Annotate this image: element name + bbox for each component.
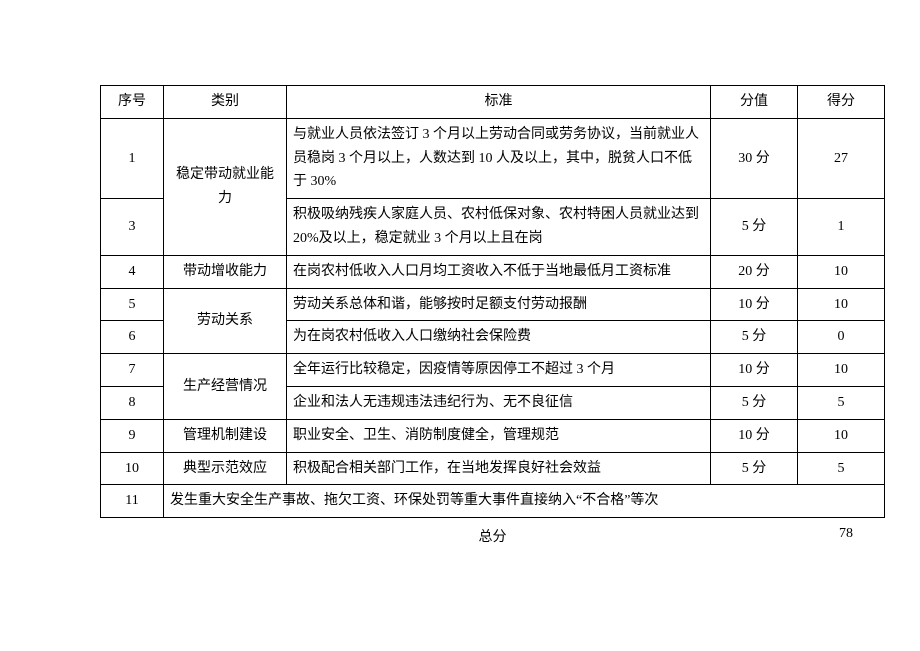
cell-std: 积极配合相关部门工作，在当地发挥良好社会效益	[287, 452, 711, 485]
cell-score: 5	[798, 452, 885, 485]
cell-val: 10 分	[711, 288, 798, 321]
header-std: 标准	[287, 86, 711, 119]
header-score: 得分	[798, 86, 885, 119]
cell-val: 30 分	[711, 118, 798, 198]
cell-std: 与就业人员依法签订 3 个月以上劳动合同或劳务协议，当前就业人员稳岗 3 个月以…	[287, 118, 711, 198]
cell-num: 6	[101, 321, 164, 354]
table-row: 7 生产经营情况 全年运行比较稳定，因疫情等原因停工不超过 3 个月 10 分 …	[101, 354, 885, 387]
cell-val: 5 分	[711, 386, 798, 419]
cell-val: 20 分	[711, 255, 798, 288]
cell-num: 3	[101, 199, 164, 256]
cell-cat: 典型示范效应	[164, 452, 287, 485]
cell-val: 5 分	[711, 199, 798, 256]
header-num: 序号	[101, 86, 164, 119]
cell-num: 4	[101, 255, 164, 288]
cell-score: 0	[798, 321, 885, 354]
cell-num: 1	[101, 118, 164, 198]
cell-score: 5	[798, 386, 885, 419]
cell-val: 5 分	[711, 321, 798, 354]
cell-score: 10	[798, 419, 885, 452]
table-row: 4 带动增收能力 在岗农村低收入人口月均工资收入不低于当地最低月工资标准 20 …	[101, 255, 885, 288]
table-row: 1 稳定带动就业能力 与就业人员依法签订 3 个月以上劳动合同或劳务协议，当前就…	[101, 118, 885, 198]
cell-score: 10	[798, 288, 885, 321]
footer: 总分 78	[100, 526, 885, 546]
cell-std: 全年运行比较稳定，因疫情等原因停工不超过 3 个月	[287, 354, 711, 387]
cell-cat: 稳定带动就业能力	[164, 118, 287, 255]
table-row: 10 典型示范效应 积极配合相关部门工作，在当地发挥良好社会效益 5 分 5	[101, 452, 885, 485]
cell-score: 1	[798, 199, 885, 256]
cell-cat: 生产经营情况	[164, 354, 287, 420]
cell-num: 5	[101, 288, 164, 321]
cell-std: 在岗农村低收入人口月均工资收入不低于当地最低月工资标准	[287, 255, 711, 288]
cell-std: 为在岗农村低收入人口缴纳社会保险费	[287, 321, 711, 354]
table-row: 5 劳动关系 劳动关系总体和谐，能够按时足额支付劳动报酬 10 分 10	[101, 288, 885, 321]
cell-num: 7	[101, 354, 164, 387]
cell-score: 10	[798, 255, 885, 288]
cell-num: 9	[101, 419, 164, 452]
cell-num: 10	[101, 452, 164, 485]
document-page: 序号 类别 标准 分值 得分 1 稳定带动就业能力 与就业人员依法签订 3 个月…	[0, 0, 920, 651]
table-header-row: 序号 类别 标准 分值 得分	[101, 86, 885, 119]
cell-score: 27	[798, 118, 885, 198]
table-row: 11 发生重大安全生产事故、拖欠工资、环保处罚等重大事件直接纳入“不合格”等次	[101, 485, 885, 518]
cell-std-full: 发生重大安全生产事故、拖欠工资、环保处罚等重大事件直接纳入“不合格”等次	[164, 485, 885, 518]
cell-std: 劳动关系总体和谐，能够按时足额支付劳动报酬	[287, 288, 711, 321]
cell-val: 5 分	[711, 452, 798, 485]
scoring-table: 序号 类别 标准 分值 得分 1 稳定带动就业能力 与就业人员依法签订 3 个月…	[100, 85, 885, 518]
cell-cat: 劳动关系	[164, 288, 287, 354]
cell-val: 10 分	[711, 354, 798, 387]
footer-label: 总分	[100, 526, 885, 546]
cell-val: 10 分	[711, 419, 798, 452]
header-cat: 类别	[164, 86, 287, 119]
cell-cat: 管理机制建设	[164, 419, 287, 452]
cell-score: 10	[798, 354, 885, 387]
cell-std: 积极吸纳残疾人家庭人员、农村低保对象、农村特困人员就业达到 20%及以上，稳定就…	[287, 199, 711, 256]
header-val: 分值	[711, 86, 798, 119]
table-row: 9 管理机制建设 职业安全、卫生、消防制度健全，管理规范 10 分 10	[101, 419, 885, 452]
cell-num: 8	[101, 386, 164, 419]
cell-std: 企业和法人无违规违法违纪行为、无不良征信	[287, 386, 711, 419]
cell-cat: 带动增收能力	[164, 255, 287, 288]
cell-num: 11	[101, 485, 164, 518]
cell-std: 职业安全、卫生、消防制度健全，管理规范	[287, 419, 711, 452]
footer-total: 78	[839, 526, 853, 542]
